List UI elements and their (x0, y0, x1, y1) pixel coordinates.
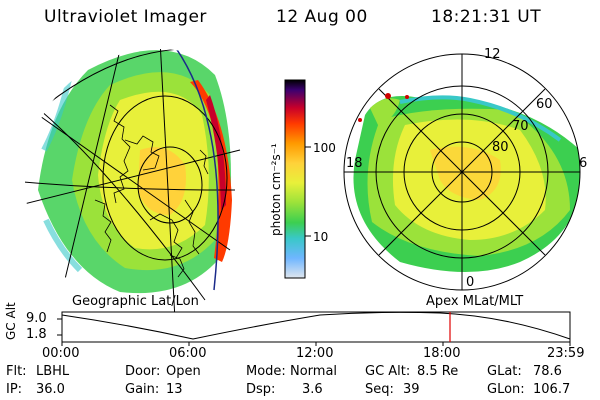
timeline-ytick-9: 9.0 (26, 311, 47, 326)
timeline-xtick-0600: 06:00 (169, 346, 207, 361)
polar-point-marker (405, 95, 409, 99)
aurora-hot-limb (190, 80, 232, 262)
mlat-label-60: 60 (536, 97, 553, 112)
status-door-value: Open (166, 364, 201, 379)
timeline-xtick-1200: 12:00 (296, 346, 334, 361)
aurora-peak-limb (206, 95, 226, 210)
mlat-label-70: 70 (512, 119, 529, 134)
apex-caption: Apex MLat/MLT (426, 294, 524, 309)
header-date: 12 Aug 00 (276, 7, 368, 27)
status-filter-label: Flt: (6, 364, 27, 379)
timeline-xtick-0000: 00:00 (42, 346, 80, 361)
status-door-label: Door: (125, 364, 161, 379)
timeline-ylabel: GC Alt (4, 302, 18, 340)
mlt-label-18: 18 (346, 156, 363, 171)
earth-limb (169, 49, 219, 291)
mlt-label-12: 12 (484, 47, 501, 62)
status-mode-value: Normal (290, 364, 338, 379)
status-dsp-label: Dsp: (246, 382, 276, 397)
altitude-timeline (57, 311, 571, 346)
status-gcalt-value: 8.5 Re (417, 364, 459, 379)
status-ip-label: IP: (6, 382, 23, 397)
colorbar-unit-label: photon cm⁻²s⁻¹ (269, 143, 283, 236)
status-mode-label: Mode: (246, 364, 286, 379)
timeline-xtick-2359: 23:59 (547, 346, 585, 361)
status-glat-value: 78.6 (533, 364, 562, 379)
polar-map (343, 53, 581, 291)
timeline-ytick-1.8: 1.8 (26, 327, 47, 342)
polar-aurora-dayside (370, 98, 400, 125)
status-gcalt-label: GC Alt: (365, 364, 411, 379)
mlt-label-0: 0 (466, 275, 475, 290)
gc-altitude-curve (61, 311, 571, 340)
status-seq-label: Seq: (365, 382, 394, 397)
status-ip-value: 36.0 (36, 382, 65, 397)
colorbar-tick-100: 100 (313, 141, 336, 155)
polar-aurora-fringe (399, 95, 562, 142)
status-filter-value: LBHL (36, 364, 70, 379)
status-glat-label: GLat: (487, 364, 522, 379)
status-glon-label: GLon: (487, 382, 525, 397)
status-dsp-value: 3.6 (302, 382, 323, 397)
geographic-map (25, 49, 241, 315)
instrument-title: Ultraviolet Imager (44, 7, 207, 27)
status-gain-label: Gain: (125, 382, 160, 397)
mlt-label-6: 6 (579, 156, 588, 171)
mlat-label-80: 80 (492, 140, 509, 155)
colorbar (284, 79, 311, 279)
header-time: 18:21:31 UT (431, 7, 542, 27)
status-seq-value: 39 (403, 382, 420, 397)
polar-point-marker (358, 118, 362, 122)
status-gain-value: 13 (166, 382, 183, 397)
geographic-caption: Geographic Lat/Lon (72, 294, 199, 309)
aurora-orange-patch (138, 147, 186, 215)
polar-point-marker (385, 93, 391, 99)
status-glon-value: 106.7 (533, 382, 571, 397)
timeline-xtick-1800: 18:00 (423, 346, 461, 361)
colorbar-tick-10: 10 (313, 230, 329, 244)
